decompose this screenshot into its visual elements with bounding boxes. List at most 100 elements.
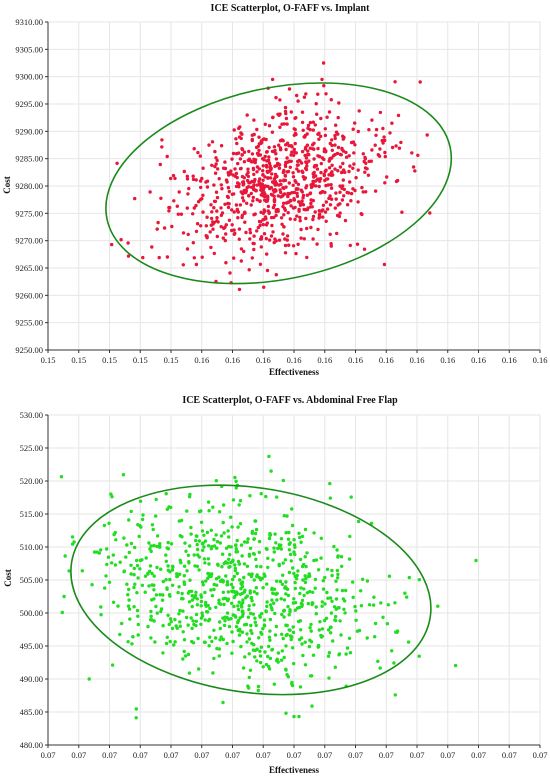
data-point [235, 141, 239, 146]
data-point [312, 157, 316, 161]
x-tick-label: 0.16 [348, 355, 363, 365]
data-point [290, 680, 294, 685]
data-point [247, 637, 252, 641]
data-point [250, 179, 254, 184]
data-point [214, 479, 218, 483]
data-point [333, 133, 337, 138]
data-point [211, 227, 215, 231]
x-tick-label: 0.07 [133, 750, 148, 760]
data-point [216, 563, 220, 567]
data-point [202, 545, 206, 549]
data-point [221, 616, 225, 620]
data-point [283, 173, 287, 178]
data-point [370, 118, 374, 122]
data-point [258, 237, 263, 241]
x-tick-label: 0.07 [440, 750, 455, 760]
data-point [270, 180, 275, 184]
axes [45, 21, 541, 353]
data-point [247, 193, 251, 198]
data-point [316, 568, 321, 572]
data-point [236, 216, 240, 220]
data-point [269, 215, 274, 220]
data-point [234, 543, 238, 548]
data-point [275, 591, 279, 595]
data-point [168, 577, 172, 582]
confidence-ellipse-layer [105, 82, 453, 285]
data-point [287, 87, 292, 91]
data-point [133, 196, 137, 201]
data-point [129, 509, 133, 514]
data-point [159, 567, 163, 571]
data-point [316, 177, 320, 181]
data-point [237, 135, 242, 139]
data-point [126, 640, 130, 644]
data-point [199, 593, 203, 597]
data-point [383, 181, 387, 185]
data-point [234, 479, 238, 484]
data-point [396, 113, 401, 118]
data-point [204, 224, 208, 228]
data-point [253, 616, 257, 620]
data-point [259, 193, 263, 197]
data-point [228, 271, 232, 275]
data-point [394, 630, 398, 634]
data-point [133, 582, 137, 586]
x-tick-label: 0.15 [41, 355, 56, 365]
data-point [340, 564, 344, 568]
data-point [303, 580, 308, 585]
data-point [274, 541, 278, 545]
data-point [324, 200, 328, 204]
data-point [319, 633, 323, 638]
data-point [295, 214, 299, 218]
data-point [109, 492, 113, 496]
data-point [287, 570, 292, 575]
data-point [288, 165, 292, 169]
data-point [181, 231, 186, 235]
data-point [295, 93, 299, 98]
data-point [266, 184, 270, 189]
data-point [213, 149, 217, 154]
data-point [116, 604, 120, 608]
data-point [341, 134, 345, 138]
data-point [323, 169, 327, 174]
data-point [314, 163, 319, 168]
data-point [280, 582, 285, 586]
data-point [260, 140, 264, 145]
data-point [214, 533, 218, 537]
data-point [292, 714, 296, 719]
data-point [228, 553, 232, 557]
data-point [102, 523, 107, 528]
data-point [279, 597, 283, 601]
data-point [252, 187, 256, 192]
data-point [302, 95, 307, 99]
data-point [186, 652, 191, 657]
y-tick-label: 9250.00 [15, 345, 43, 355]
data-point [369, 159, 373, 163]
data-point [182, 169, 186, 174]
data-point [353, 121, 357, 125]
y-tick-label: 530.00 [20, 410, 43, 420]
data-point [319, 170, 323, 175]
data-point [212, 206, 216, 210]
data-point [282, 168, 286, 173]
data-point [267, 644, 271, 649]
data-point [256, 684, 261, 689]
data-point [128, 617, 132, 621]
x-tick-label: 0.15 [133, 355, 148, 365]
data-point [261, 178, 265, 182]
data-point [292, 190, 297, 195]
data-point [332, 544, 336, 549]
data-point [278, 179, 282, 183]
data-point [139, 525, 143, 529]
data-point [336, 606, 340, 610]
data-point [317, 137, 321, 141]
data-point [92, 550, 97, 554]
data-point [299, 236, 303, 240]
data-point [107, 580, 112, 584]
data-point [191, 212, 195, 216]
data-point [323, 127, 327, 131]
data-point [304, 156, 309, 160]
data-point [283, 237, 287, 241]
data-point [254, 586, 258, 590]
data-point [311, 120, 315, 124]
